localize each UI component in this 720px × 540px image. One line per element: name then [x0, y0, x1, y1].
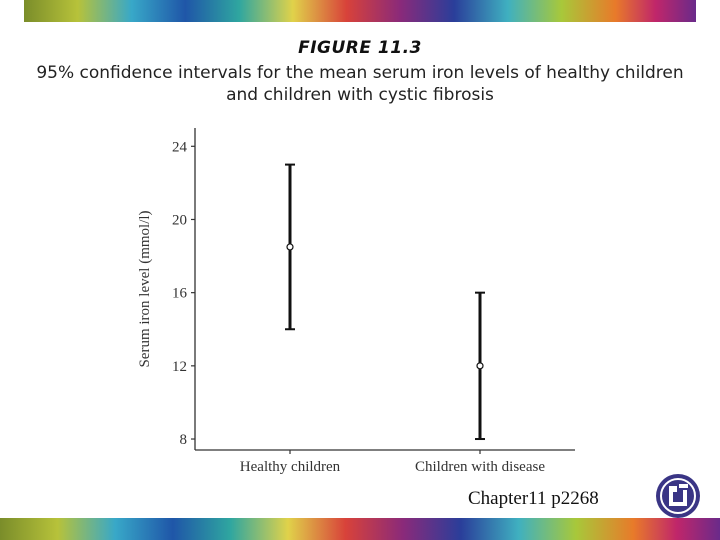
x-tick-label: Children with disease: [415, 459, 545, 475]
mean-point: [476, 362, 484, 370]
y-tick-label: 24: [172, 139, 188, 155]
y-tick-label: 20: [172, 212, 187, 228]
figure-title: 95% confidence intervals for the mean se…: [36, 63, 684, 105]
figure-label: FIGURE 11.3: [298, 38, 422, 58]
y-tick-label: 12: [172, 359, 187, 375]
y-tick-label: 16: [172, 286, 188, 302]
y-tick-label: 8: [180, 432, 188, 448]
chart-axes: [194, 128, 575, 451]
university-logo-icon: [656, 474, 700, 518]
mean-point: [286, 243, 294, 251]
decorative-color-band-bottom: [0, 518, 720, 540]
chapter-page-reference: Chapter11 p2268: [468, 488, 599, 509]
decorative-color-band-top: [24, 0, 696, 22]
y-axis-title: Serum iron level (mmol/l): [137, 210, 153, 367]
x-tick-label: Healthy children: [240, 459, 341, 475]
